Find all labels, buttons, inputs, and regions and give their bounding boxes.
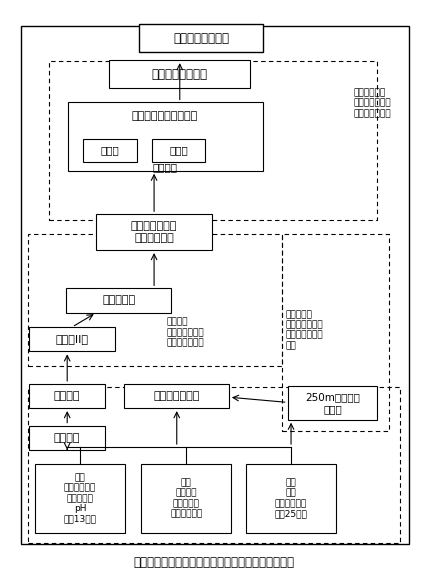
- Bar: [28, 387, 400, 543]
- Bar: [29, 384, 105, 408]
- Text: 年次ごとの収量
区分値の計算: 年次ごとの収量 区分値の計算: [131, 221, 177, 243]
- Text: 評価基準: 評価基準: [152, 162, 177, 172]
- Text: 地形
標高
８方向傾斜度
など25項目: 地形 標高 ８方向傾斜度 など25項目: [275, 478, 307, 519]
- Text: 大豆収量: 大豆収量: [54, 433, 80, 443]
- Text: 土地生産力評価図: 土地生産力評価図: [152, 68, 208, 80]
- Bar: [139, 24, 263, 52]
- Text: 250mメッシュ
データ: 250mメッシュ データ: [305, 392, 360, 414]
- Text: オーバーレイ
サブシステム：
分級・地図出力: オーバーレイ サブシステム： 分級・地図出力: [354, 88, 391, 118]
- Text: 数量化II類: 数量化II類: [55, 334, 89, 345]
- Text: 統計解析
サブシステム：
収量推定式作成: 統計解析 サブシステム： 収量推定式作成: [167, 317, 205, 347]
- Text: 収量推定式: 収量推定式: [102, 295, 135, 306]
- Bar: [152, 139, 205, 162]
- Bar: [96, 214, 212, 250]
- Bar: [29, 426, 105, 450]
- Text: 収量性: 収量性: [101, 145, 119, 156]
- Bar: [83, 139, 137, 162]
- Text: 収量区分: 収量区分: [54, 391, 80, 401]
- Text: 地理情報システム: 地理情報システム: [173, 32, 229, 45]
- Text: 気象
積算気温
積算降水量
積算日照時間: 気象 積算気温 積算降水量 積算日照時間: [170, 478, 202, 519]
- Text: 図１　地理情報システムの概要と生産力評価の手順: 図１ 地理情報システムの概要と生産力評価の手順: [134, 556, 294, 569]
- Text: 要因項目の選択: 要因項目の選択: [153, 391, 200, 401]
- Bar: [124, 384, 229, 408]
- Text: 大豆の土地生産力評価: 大豆の土地生産力評価: [132, 111, 198, 121]
- Text: 安定性: 安定性: [169, 145, 188, 156]
- Bar: [21, 26, 409, 544]
- Bar: [49, 61, 377, 220]
- Bar: [66, 288, 171, 313]
- Text: データ管理
サブシステム：
データの入力・
蓄積: データ管理 サブシステム： データの入力・ 蓄積: [286, 310, 324, 350]
- Text: 土壌
火山灰の厚さ
湿性の程度
pH
など13項目: 土壌 火山灰の厚さ 湿性の程度 pH など13項目: [63, 473, 97, 524]
- Bar: [288, 386, 377, 420]
- Bar: [282, 234, 389, 431]
- Bar: [246, 464, 336, 533]
- Bar: [35, 464, 125, 533]
- Bar: [68, 102, 263, 171]
- Bar: [141, 464, 231, 533]
- Bar: [29, 327, 115, 351]
- Bar: [109, 60, 250, 88]
- Bar: [28, 234, 282, 366]
